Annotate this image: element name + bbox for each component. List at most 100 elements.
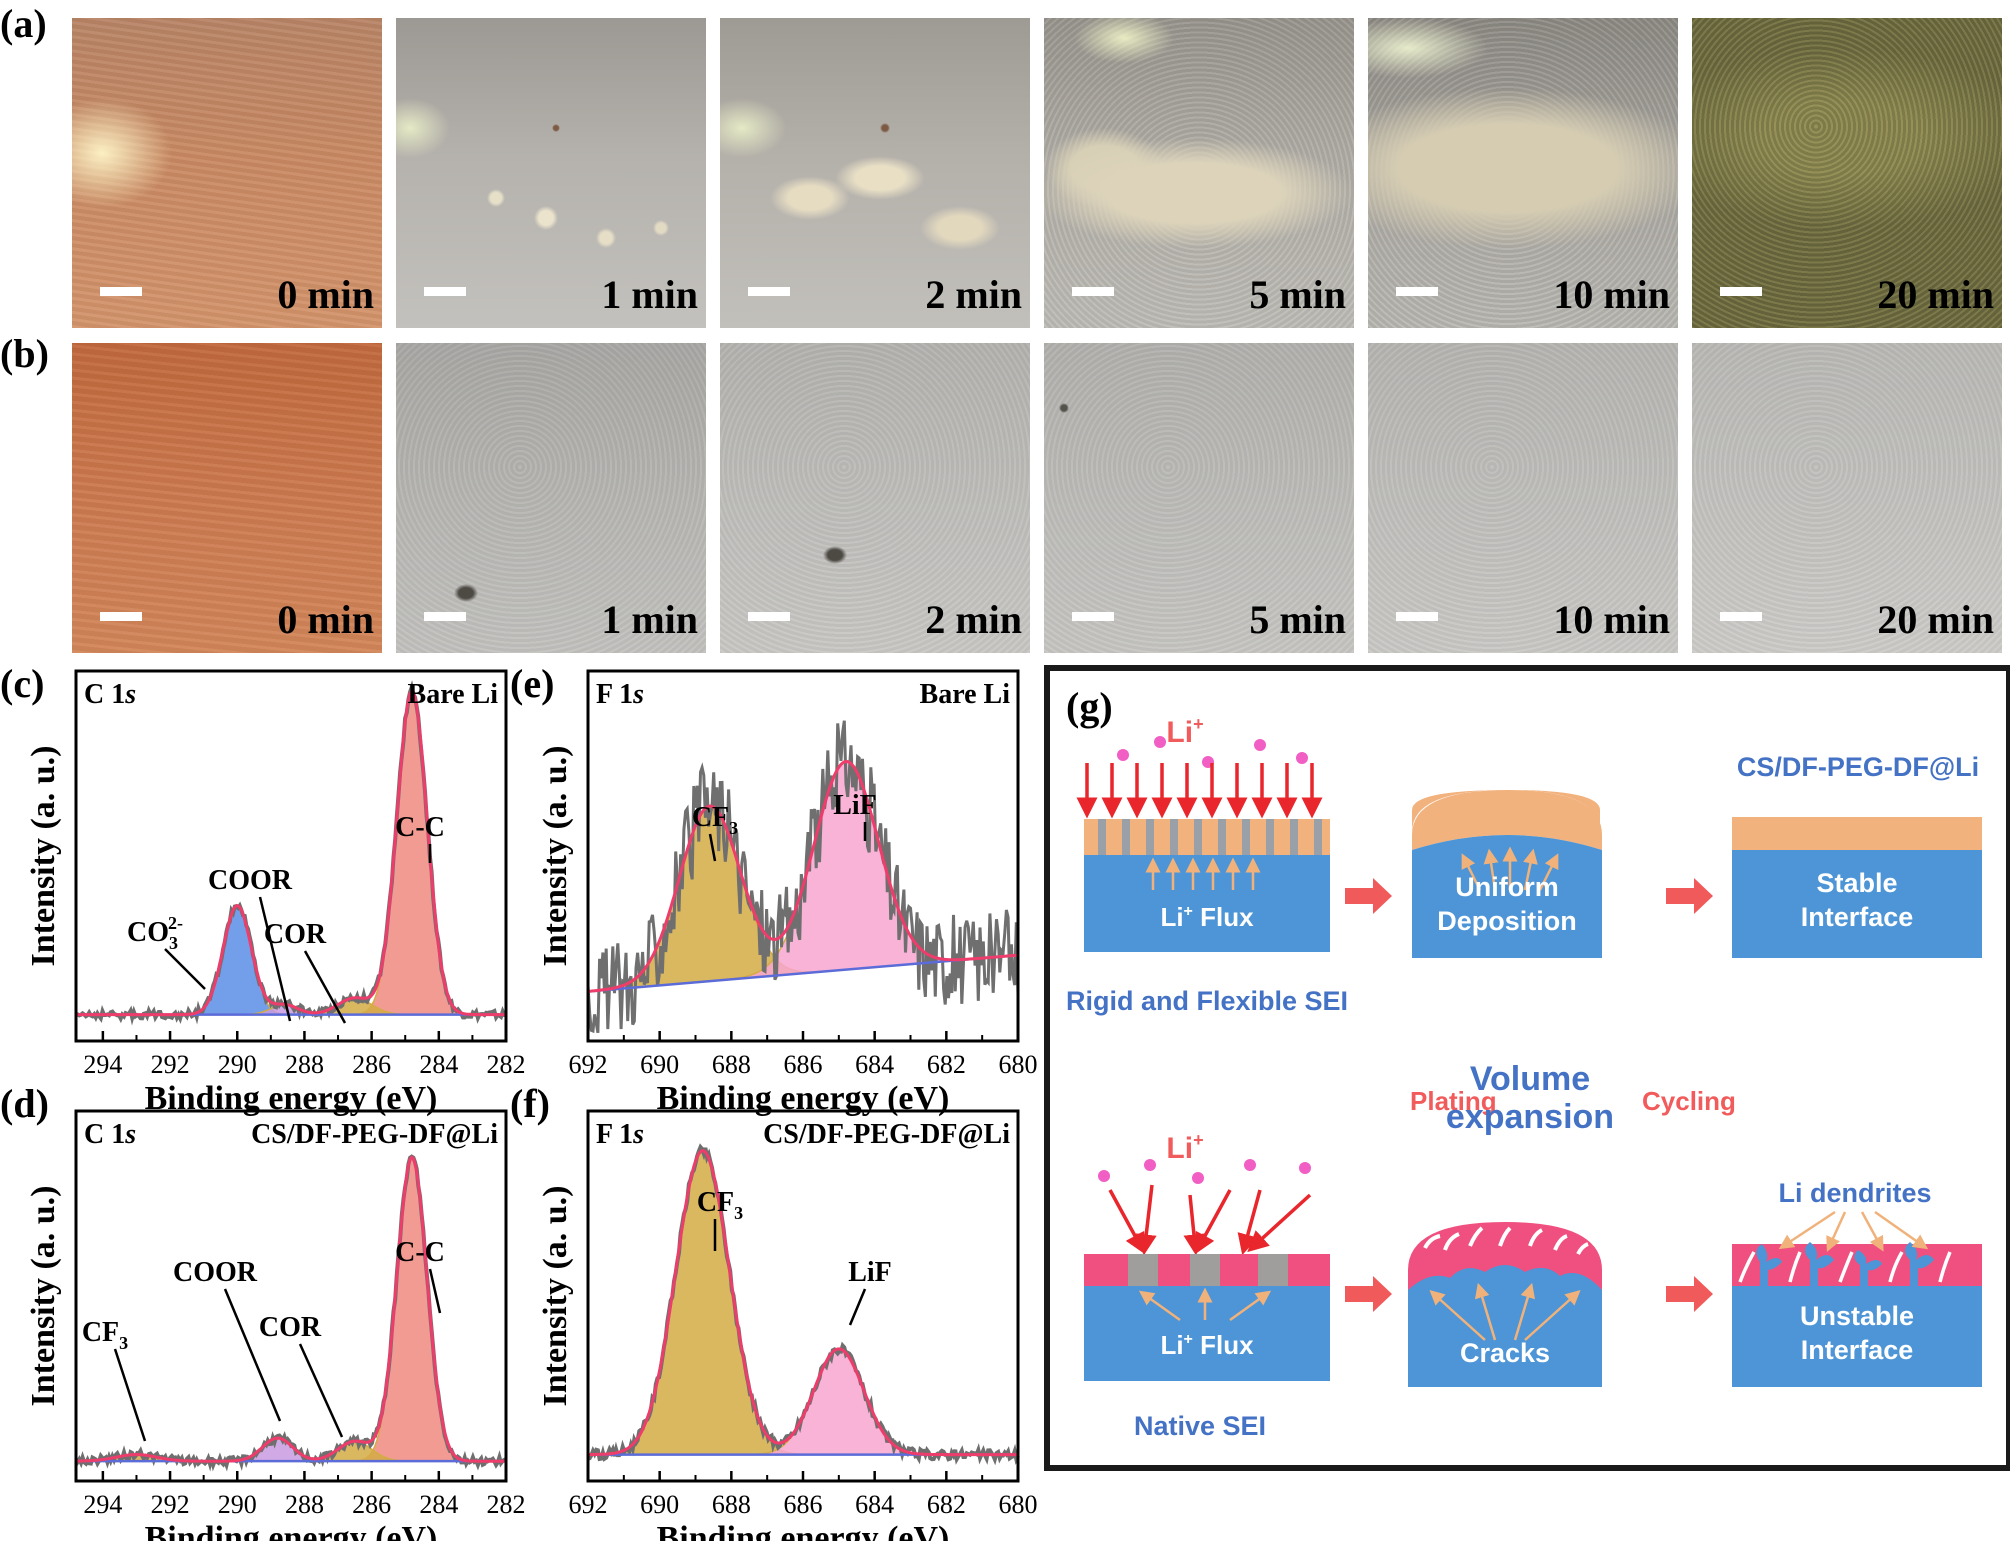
time-label: 10 min	[1553, 597, 1670, 642]
core-level-label: F 1s	[596, 1119, 644, 1150]
li-metal-block-3	[1732, 850, 1982, 958]
x-tick-label: 692	[569, 1050, 608, 1079]
panel-label-f: (f)	[510, 1081, 550, 1126]
xps-panel-d: 294 292 290 288 286 284 282 Binding energy (eV)…	[25, 1109, 526, 1541]
peak-pointer	[258, 896, 292, 1022]
sample-label: Bare Li	[408, 679, 499, 710]
fitted-envelope	[76, 1155, 506, 1463]
rigid-flexible-sei-label: Rigid and Flexible SEI	[1066, 986, 1348, 1016]
li-dendrites	[1756, 1242, 1934, 1290]
panel-label-e: (e)	[510, 661, 555, 706]
flux-arrows-1	[1145, 857, 1261, 890]
li-ion-label-top: Li+	[1166, 714, 1203, 749]
peak-pointer	[164, 948, 206, 990]
x-tick-label: 684	[855, 1490, 894, 1519]
photo-a-5min: 5 min	[1044, 18, 1354, 328]
time-label: 1 min	[601, 272, 698, 317]
x-tick-label: 282	[487, 1050, 526, 1079]
x-tick-label: 284	[419, 1050, 458, 1079]
xps-panel-f: 692 690 688 686 684 682 680 Binding energy (eV)…	[537, 1109, 1038, 1541]
li-metal-block-6	[1732, 1286, 1982, 1387]
fitted-envelope	[588, 1149, 1018, 1457]
peak-label-COOR: COOR	[173, 1257, 258, 1288]
photo-a-20min: 20 min	[1692, 18, 2002, 328]
process-arrow-2	[1666, 878, 1713, 914]
x-tick-label: 288	[285, 1050, 324, 1079]
x-tick-label: 682	[927, 1490, 966, 1519]
photo-b-10min: 10 min	[1368, 343, 1678, 653]
core-level-label: C 1s	[84, 1119, 136, 1150]
sample-label: CS/DF-PEG-DF@Li	[1737, 752, 1979, 782]
x-tick-label: 688	[712, 1490, 751, 1519]
photo-b-2min: 2 min	[720, 343, 1030, 653]
photo-b-0min: 0 min	[72, 343, 382, 653]
time-label: 5 min	[1249, 597, 1346, 642]
panel-label-a: (a)	[0, 1, 47, 46]
peak-pointer	[298, 1343, 344, 1438]
peak-label-LiF: LiF	[833, 790, 877, 821]
scale-bar	[100, 612, 142, 621]
plating-label: Plating	[1410, 1086, 1497, 1116]
x-tick-label: 286	[352, 1050, 391, 1079]
x-tick-label: 682	[927, 1050, 966, 1079]
cycling-label: Cycling	[1642, 1086, 1736, 1116]
core-level-label: C 1s	[84, 679, 136, 710]
x-tick-label: 680	[999, 1490, 1038, 1519]
core-level-label: F 1s	[596, 679, 644, 710]
x-tick-label: 680	[999, 1050, 1038, 1079]
photo-a-2min: 2 min	[720, 18, 1030, 328]
unstable-interface-label: Unstable Interface	[1800, 1301, 1914, 1365]
time-label: 20 min	[1877, 272, 1994, 317]
scale-bar	[748, 612, 790, 621]
scale-bar	[424, 287, 466, 296]
flux-arrows-4	[1138, 1287, 1272, 1322]
flux-label-1: Li+ Flux	[1160, 902, 1254, 932]
stable-interface-label: Stable Interface	[1801, 868, 1914, 932]
x-tick-label: 690	[640, 1490, 679, 1519]
x-tick-label: 286	[352, 1490, 391, 1519]
peak-label-CO3: CO32-	[127, 913, 183, 953]
fitted-envelope	[587, 759, 1019, 993]
peak-pointer	[223, 1288, 282, 1422]
volume-expansion-label: Volume expansion	[1446, 1060, 1614, 1136]
peak-pointer	[708, 833, 717, 862]
scale-bar	[1396, 287, 1438, 296]
x-tick-label: 686	[784, 1050, 823, 1079]
photo-b-5min: 5 min	[1044, 343, 1354, 653]
peak-label-CF3: CF3	[82, 1317, 128, 1353]
panel-label-b: (b)	[0, 331, 49, 376]
li-metal-block-5	[1408, 1265, 1602, 1387]
native-sei-label: Native SEI	[1134, 1411, 1266, 1441]
li-ion-label-bottom: Li+	[1166, 1130, 1203, 1165]
x-tick-label: 292	[151, 1050, 190, 1079]
x-tick-label: 290	[218, 1050, 257, 1079]
flux-arrows-5	[1429, 1282, 1581, 1341]
background-line	[587, 953, 1019, 993]
scale-bar	[1720, 612, 1762, 621]
uniform-deposition-label: Uniform Deposition	[1437, 872, 1577, 936]
scale-bar	[100, 287, 142, 296]
time-label: 5 min	[1249, 272, 1346, 317]
peak-label-C-C: C-C	[395, 1237, 445, 1268]
y-axis-label: Intensity (a. u.)	[537, 1185, 574, 1406]
scale-bar	[748, 287, 790, 296]
peak-label-CF3: CF3	[692, 802, 738, 838]
peak-label-C-C: C-C	[395, 812, 445, 843]
photo-a-10min: 10 min	[1368, 18, 1678, 328]
li-ions-bottom	[1098, 1159, 1311, 1184]
peak-pointer	[303, 950, 347, 1024]
scale-bar	[1072, 612, 1114, 621]
scale-bar	[1720, 287, 1762, 296]
x-tick-label: 290	[218, 1490, 257, 1519]
fitted-envelope	[76, 688, 506, 1017]
li-dendrites-label: Li dendrites	[1778, 1178, 1931, 1208]
x-tick-label: 284	[419, 1490, 458, 1519]
time-label: 0 min	[277, 272, 374, 317]
process-arrow-4	[1666, 1276, 1713, 1312]
scale-bar	[1396, 612, 1438, 621]
photo-b-20min: 20 min	[1692, 343, 2002, 653]
peak-label-LiF: LiF	[848, 1257, 892, 1288]
peak-pointer	[848, 1288, 867, 1326]
xps-charts: 294 292 290 288 286 284 282 Binding energy (eV)…	[25, 669, 1038, 1541]
peak-pointer	[428, 1268, 442, 1314]
